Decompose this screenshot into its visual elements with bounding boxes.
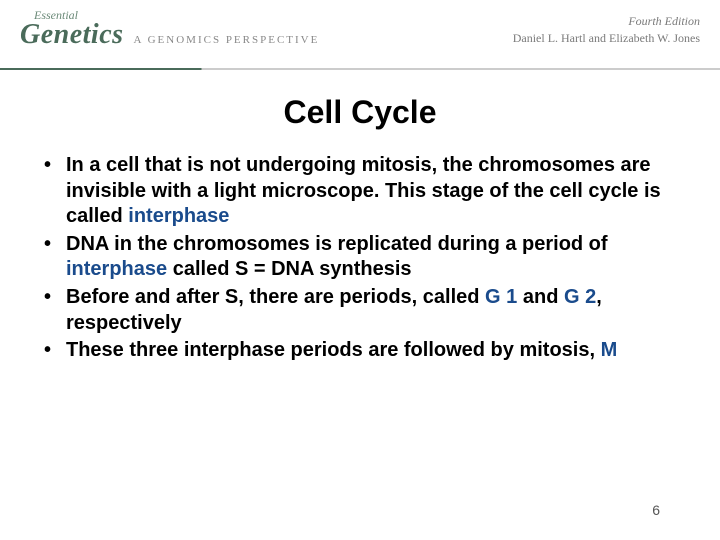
page-number: 6 [652, 502, 660, 518]
header-right: Fourth Edition Daniel L. Hartl and Eliza… [513, 8, 700, 46]
logo-title: Genetics [20, 19, 124, 51]
logo-subtitle: A GENOMICS PERSPECTIVE [134, 34, 320, 46]
bullet-text: These three interphase periods are follo… [66, 339, 601, 361]
header-rule [0, 68, 720, 70]
content-area: In a cell that is not undergoing mitosis… [0, 153, 720, 364]
slide-header: Essential Genetics A GENOMICS PERSPECTIV… [0, 0, 720, 70]
slide-title: Cell Cycle [0, 94, 720, 131]
keyword: G 2 [564, 286, 596, 308]
keyword: G 1 [485, 286, 517, 308]
bullet-list: In a cell that is not undergoing mitosis… [44, 153, 680, 364]
keyword: interphase [66, 258, 167, 280]
bullet-text: called S = DNA synthesis [167, 258, 411, 280]
bullet-item: These three interphase periods are follo… [44, 338, 680, 364]
authors-text: Daniel L. Hartl and Elizabeth W. Jones [513, 31, 700, 46]
keyword: interphase [128, 205, 229, 227]
bullet-text: Before and after S, there are periods, c… [66, 286, 485, 308]
bullet-text: and [517, 286, 564, 308]
bullet-item: Before and after S, there are periods, c… [44, 285, 680, 336]
bullet-item: In a cell that is not undergoing mitosis… [44, 153, 680, 230]
bullet-text: DNA in the chromosomes is replicated dur… [66, 233, 608, 255]
edition-text: Fourth Edition [513, 14, 700, 29]
bullet-item: DNA in the chromosomes is replicated dur… [44, 232, 680, 283]
logo-block: Essential Genetics A GENOMICS PERSPECTIV… [20, 8, 319, 51]
keyword: M [601, 339, 618, 361]
logo-main: Genetics A GENOMICS PERSPECTIVE [20, 19, 319, 51]
